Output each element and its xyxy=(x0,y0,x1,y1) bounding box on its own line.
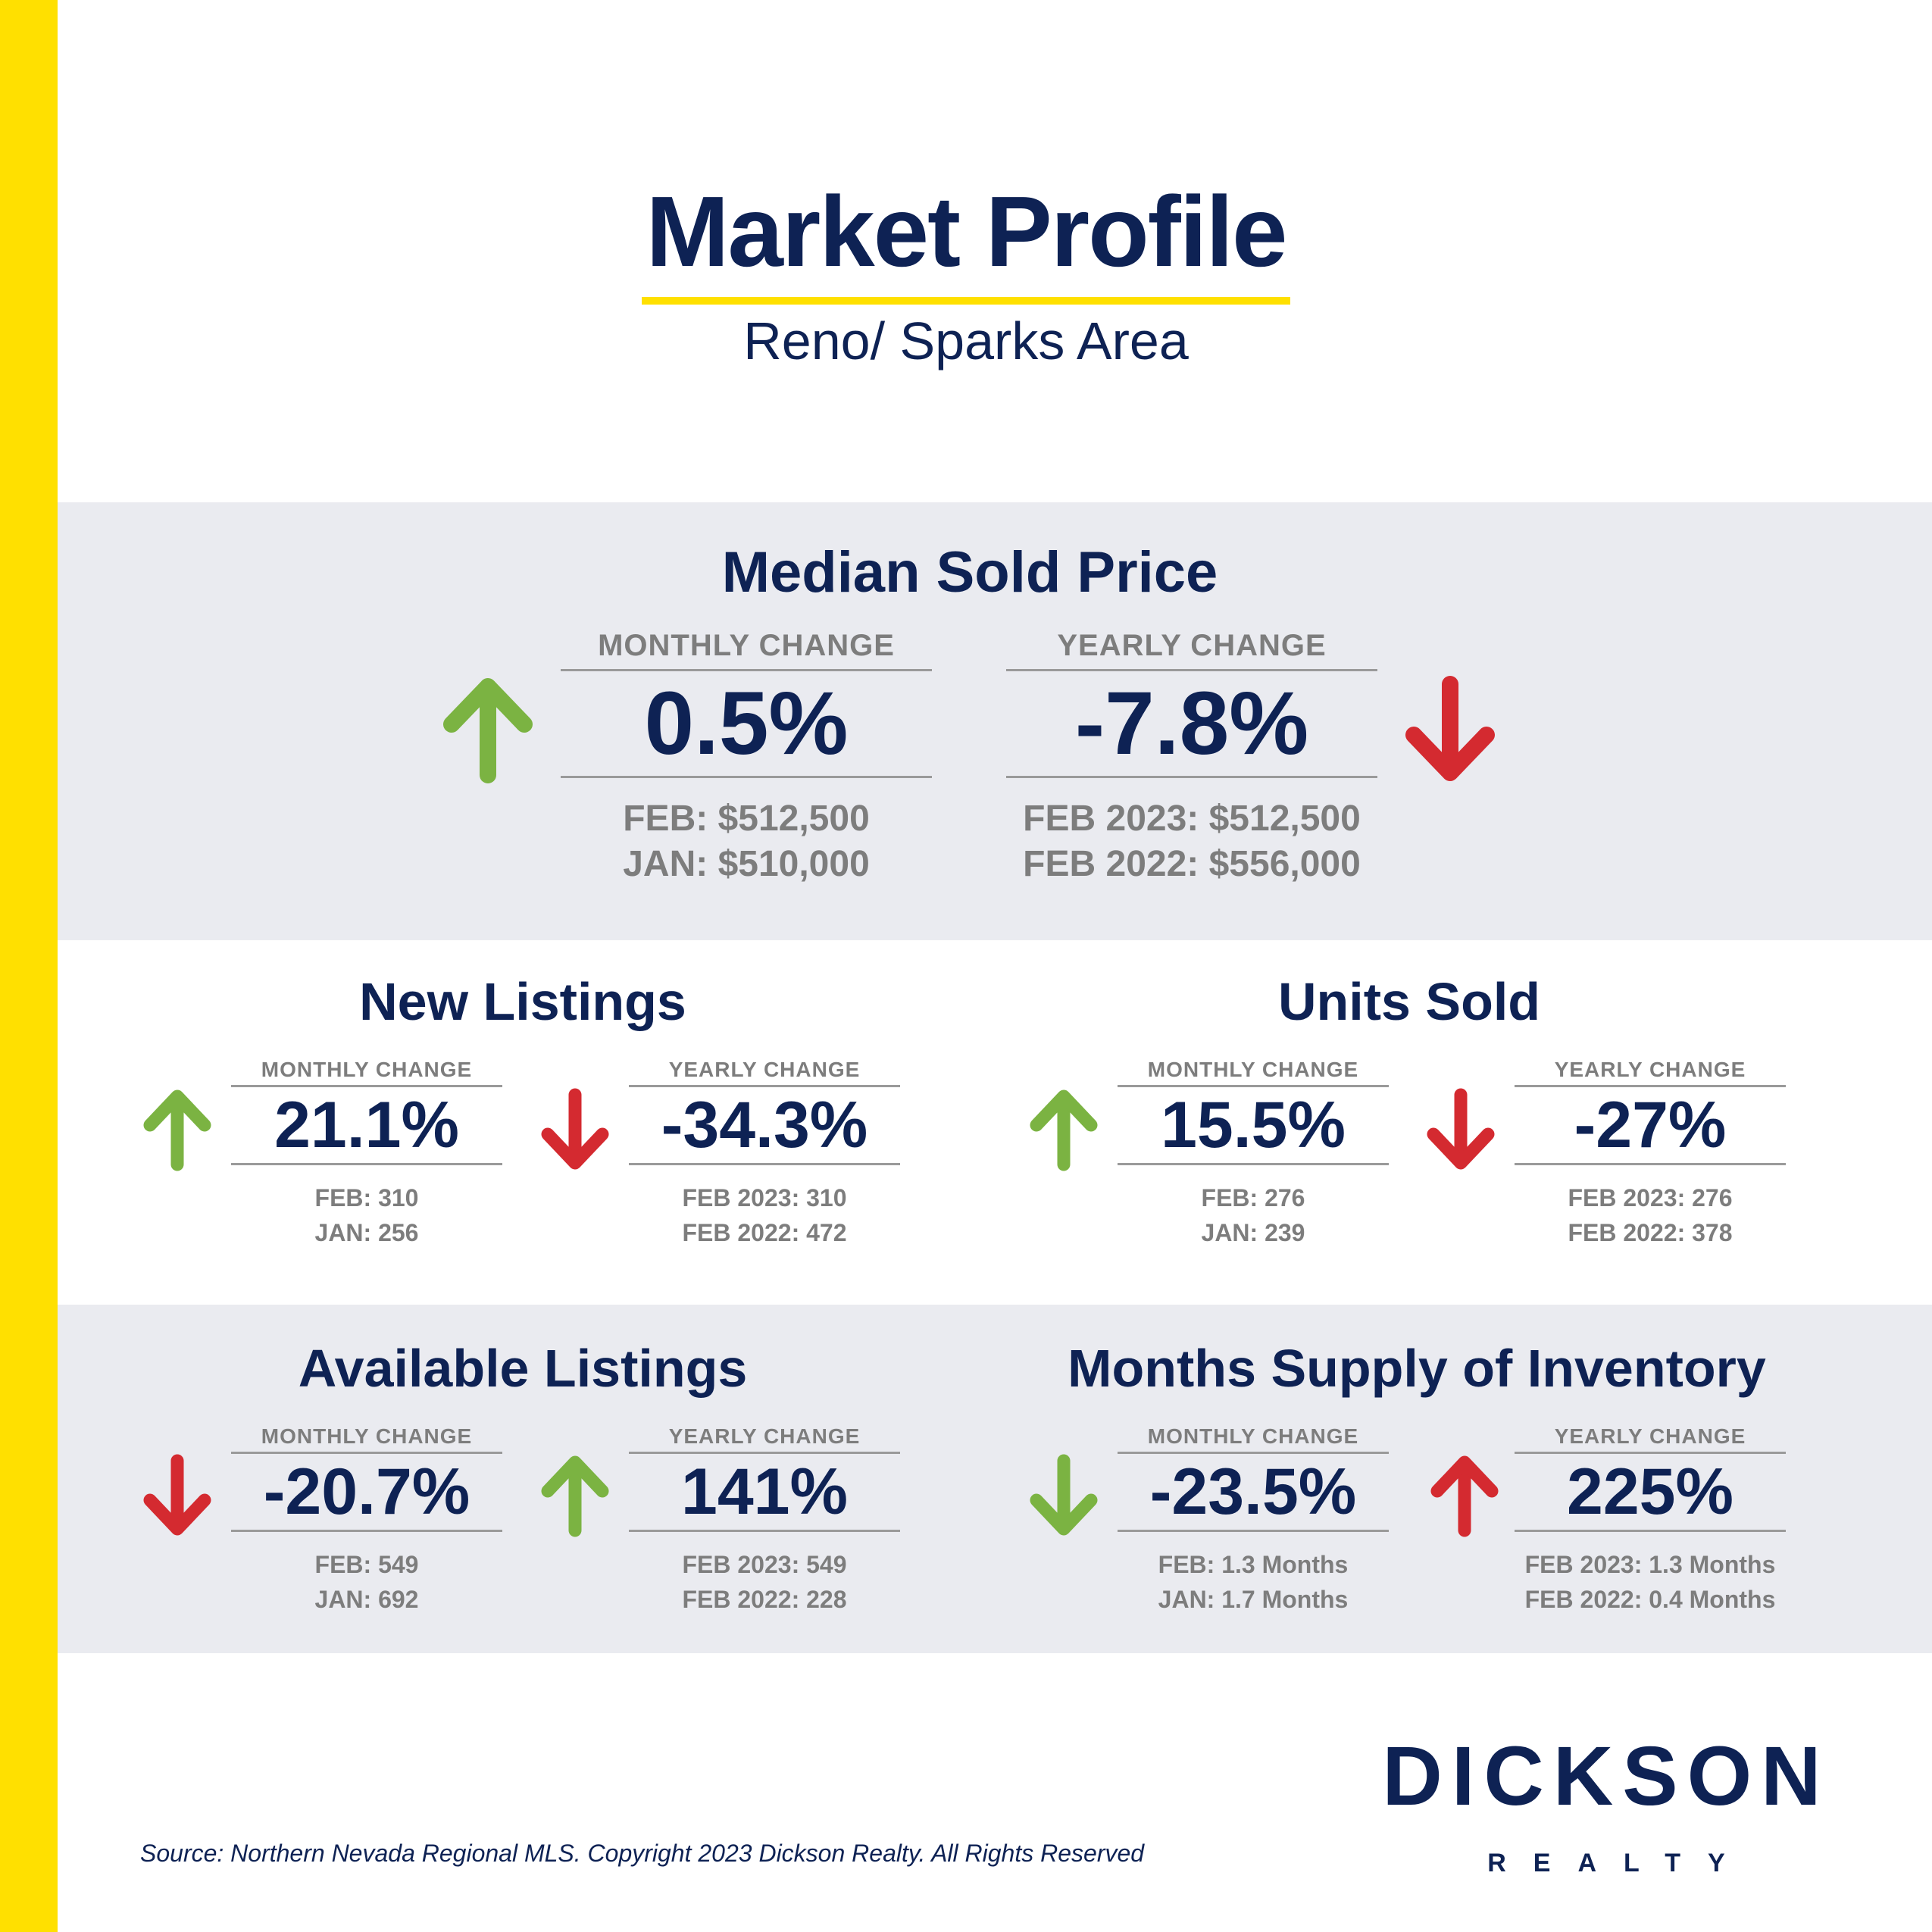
change-label: MONTHLY CHANGE xyxy=(261,1058,473,1081)
change-value: -27% xyxy=(1574,1089,1727,1161)
divider xyxy=(1006,669,1377,671)
change-value: -20.7% xyxy=(263,1455,470,1528)
change-label: MONTHLY CHANGE xyxy=(261,1424,473,1448)
inventory-band xyxy=(58,1305,1932,1653)
available-listings-yearly: YEARLY CHANGE 141% FEB 2023: 549 FEB 202… xyxy=(629,1424,900,1617)
arrow-up-icon xyxy=(1027,1087,1100,1172)
divider xyxy=(629,1452,900,1454)
current-value: FEB 2023: 276 xyxy=(1568,1184,1733,1211)
current-value: FEB 2023: 310 xyxy=(682,1184,847,1211)
previous-value: FEB 2022: 228 xyxy=(682,1586,847,1613)
available-listings-title: Available Listings xyxy=(298,1339,748,1398)
previous-value: JAN: 239 xyxy=(1201,1219,1305,1246)
median-price-band xyxy=(58,502,1932,940)
change-value: -34.3% xyxy=(661,1089,868,1161)
arrow-down-icon xyxy=(1027,1453,1100,1538)
divider xyxy=(1515,1085,1786,1087)
divider xyxy=(231,1085,502,1087)
median-yearly-change: YEARLY CHANGE -7.8% FEB 2023: $512,500 F… xyxy=(1006,629,1377,887)
change-label: YEARLY CHANGE xyxy=(1554,1424,1746,1448)
yellow-accent-bar xyxy=(0,0,58,1932)
arrow-up-icon xyxy=(1428,1453,1501,1538)
divider xyxy=(561,669,932,671)
divider xyxy=(1118,1085,1389,1087)
divider xyxy=(1515,1163,1786,1165)
change-label: MONTHLY CHANGE xyxy=(1147,1058,1359,1081)
current-value: FEB: $512,500 xyxy=(623,799,870,839)
arrow-up-icon xyxy=(439,674,536,785)
divider xyxy=(231,1530,502,1532)
change-value: -7.8% xyxy=(1074,674,1309,774)
units-sold-yearly: YEARLY CHANGE -27% FEB 2023: 276 FEB 202… xyxy=(1515,1058,1786,1250)
divider xyxy=(231,1163,502,1165)
divider xyxy=(561,776,932,778)
previous-value: JAN: 692 xyxy=(314,1586,419,1613)
change-value: 21.1% xyxy=(274,1089,459,1161)
divider xyxy=(629,1163,900,1165)
units-sold-title: Units Sold xyxy=(1277,972,1541,1031)
divider xyxy=(629,1085,900,1087)
arrow-down-icon xyxy=(141,1453,214,1538)
divider xyxy=(1118,1163,1389,1165)
previous-value: JAN: 1.7 Months xyxy=(1158,1586,1349,1613)
divider xyxy=(629,1530,900,1532)
title-block: Market Profile xyxy=(0,174,1932,305)
dickson-realty-logo: DICKSON REALTY xyxy=(1375,1735,1837,1878)
change-label: YEARLY CHANGE xyxy=(668,1058,861,1081)
change-value: 15.5% xyxy=(1161,1089,1346,1161)
previous-value: FEB 2022: 0.4 Months xyxy=(1524,1586,1776,1613)
divider xyxy=(1118,1530,1389,1532)
arrow-up-icon xyxy=(141,1087,214,1172)
change-value: 141% xyxy=(681,1455,848,1528)
page-subtitle: Reno/ Sparks Area xyxy=(743,311,1189,370)
new-listings-title: New Listings xyxy=(359,972,686,1031)
arrow-down-icon xyxy=(539,1087,611,1172)
arrow-up-icon xyxy=(539,1453,611,1538)
units-sold-monthly: MONTHLY CHANGE 15.5% FEB: 276 JAN: 239 xyxy=(1118,1058,1389,1250)
median-sold-price-title: Median Sold Price xyxy=(721,540,1218,605)
change-label: MONTHLY CHANGE xyxy=(1147,1424,1359,1448)
previous-value: FEB 2022: 472 xyxy=(682,1219,847,1246)
current-value: FEB 2023: $512,500 xyxy=(1023,799,1361,839)
divider xyxy=(1515,1452,1786,1454)
current-value: FEB: 276 xyxy=(1201,1184,1305,1211)
brand-sub: REALTY xyxy=(1487,1849,1752,1877)
change-label: YEARLY CHANGE xyxy=(1554,1058,1746,1081)
previous-value: JAN: 256 xyxy=(314,1219,419,1246)
change-label: MONTHLY CHANGE xyxy=(598,629,895,662)
available-listings-monthly: MONTHLY CHANGE -20.7% FEB: 549 JAN: 692 xyxy=(231,1424,502,1617)
months-supply-title: Months Supply of Inventory xyxy=(1068,1339,1766,1398)
current-value: FEB: 310 xyxy=(314,1184,419,1211)
current-value: FEB: 549 xyxy=(314,1551,419,1578)
source-footnote: Source: Northern Nevada Regional MLS. Co… xyxy=(140,1840,1145,1867)
current-value: FEB 2023: 549 xyxy=(682,1551,847,1578)
change-label: YEARLY CHANGE xyxy=(668,1424,861,1448)
arrow-down-icon xyxy=(1424,1087,1497,1172)
median-monthly-change: MONTHLY CHANGE 0.5% FEB: $512,500 JAN: $… xyxy=(561,629,932,887)
divider xyxy=(1118,1452,1389,1454)
divider xyxy=(231,1452,502,1454)
months-supply-yearly: YEARLY CHANGE 225% FEB 2023: 1.3 Months … xyxy=(1499,1424,1801,1617)
divider xyxy=(1515,1530,1786,1532)
brand-name: DICKSON xyxy=(1382,1730,1830,1823)
arrow-down-icon xyxy=(1402,674,1499,785)
current-value: FEB 2023: 1.3 Months xyxy=(1524,1551,1776,1578)
change-value: 225% xyxy=(1567,1455,1733,1528)
change-value: 0.5% xyxy=(644,674,849,774)
previous-value: FEB 2022: 378 xyxy=(1568,1219,1733,1246)
divider xyxy=(1006,776,1377,778)
change-label: YEARLY CHANGE xyxy=(1057,629,1327,662)
previous-value: FEB 2022: $556,000 xyxy=(1023,844,1361,884)
change-value: -23.5% xyxy=(1149,1455,1357,1528)
current-value: FEB: 1.3 Months xyxy=(1158,1551,1349,1578)
new-listings-yearly: YEARLY CHANGE -34.3% FEB 2023: 310 FEB 2… xyxy=(629,1058,900,1250)
page-title: Market Profile xyxy=(641,174,1291,305)
new-listings-monthly: MONTHLY CHANGE 21.1% FEB: 310 JAN: 256 xyxy=(231,1058,502,1250)
months-supply-monthly: MONTHLY CHANGE -23.5% FEB: 1.3 Months JA… xyxy=(1118,1424,1389,1617)
previous-value: JAN: $510,000 xyxy=(623,844,870,884)
